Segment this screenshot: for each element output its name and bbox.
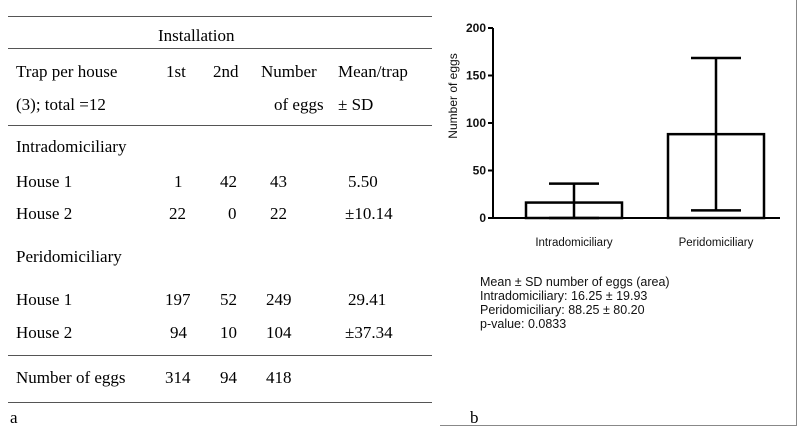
stats-line-title: Mean ± SD number of eggs (area) xyxy=(480,275,670,289)
header-total-traps: (3); total =12 xyxy=(16,95,106,114)
panel-label-a: a xyxy=(10,408,18,427)
table-top-rule xyxy=(8,16,432,17)
stats-line-peri: Peridomiciliary: 88.25 ± 80.20 xyxy=(480,303,645,317)
figure-frame-bottom xyxy=(440,425,797,426)
peri-house2-mean: ±37.34 xyxy=(345,323,393,342)
header-of-eggs: of eggs xyxy=(274,95,324,114)
egg-count-table: Installation Trap per house 1st 2nd Numb… xyxy=(8,0,432,434)
x-category-label: Peridomiciliary xyxy=(679,237,754,249)
total-number: 418 xyxy=(266,368,292,387)
stats-line-intra: Intradomiciliary: 16.25 ± 19.93 xyxy=(480,289,648,303)
y-tick-label: 50 xyxy=(473,164,487,178)
y-tick-label: 200 xyxy=(466,21,486,35)
peri-house2-second: 10 xyxy=(220,323,237,342)
panel-label-b: b xyxy=(470,408,479,427)
y-tick-label: 0 xyxy=(479,211,486,225)
intra-house1-first: 1 xyxy=(174,172,183,191)
total-first: 314 xyxy=(165,368,191,387)
stats-line-pvalue: p-value: 0.0833 xyxy=(480,317,567,331)
header-rule xyxy=(8,125,432,126)
intra-house1-label: House 1 xyxy=(16,172,73,191)
intra-house2-second: 0 xyxy=(228,204,237,223)
table-title: Installation xyxy=(158,26,235,45)
stats-summary: Mean ± SD number of eggs (area) Intradom… xyxy=(480,275,670,331)
intra-house2-label: House 2 xyxy=(16,204,73,223)
x-category-label: Intradomiciliary xyxy=(535,237,613,249)
egg-bar-chart-panel: 0 50 100 150 200 Intradomiciliary Peridomicili… xyxy=(440,0,800,420)
intra-house1-number: 43 xyxy=(270,172,287,191)
y-axis-label: Number of eggs xyxy=(446,53,460,138)
header-sd: ± SD xyxy=(338,95,374,114)
header-first: 1st xyxy=(166,62,186,81)
peri-house2-label: House 2 xyxy=(16,323,73,342)
section-label-intradomiciliary: Intradomiciliary xyxy=(16,137,127,156)
table-bottom-rule xyxy=(8,402,432,403)
total-second: 94 xyxy=(220,368,237,387)
peri-house1-second: 52 xyxy=(220,290,237,309)
peri-house1-mean: 29.41 xyxy=(348,290,387,309)
peri-house1-label: House 1 xyxy=(16,290,73,309)
peri-house2-first: 94 xyxy=(170,323,187,342)
intra-house1-second: 42 xyxy=(220,172,237,191)
peri-house2-number: 104 xyxy=(266,323,292,342)
intra-house2-first: 22 xyxy=(169,204,186,223)
intra-house1-mean: 5.50 xyxy=(348,172,378,191)
totals-rule xyxy=(8,355,432,356)
header-second: 2nd xyxy=(213,62,239,81)
title-underline xyxy=(8,48,432,49)
header-trap-per-house: Trap per house xyxy=(16,62,118,81)
header-number: Number xyxy=(261,62,317,81)
figure-frame-right xyxy=(796,0,797,426)
egg-bar-chart: 0 50 100 150 200 Intradomiciliary Peridomicili… xyxy=(446,21,780,249)
section-label-peridomiciliary: Peridomiciliary xyxy=(16,247,122,266)
peri-house1-first: 197 xyxy=(165,290,191,309)
y-tick-label: 100 xyxy=(466,116,486,130)
intra-house2-mean: ±10.14 xyxy=(345,204,393,223)
intra-house2-number: 22 xyxy=(270,204,287,223)
y-tick-label: 150 xyxy=(466,69,486,83)
header-mean: Mean/trap xyxy=(338,62,408,81)
peri-house1-number: 249 xyxy=(266,290,292,309)
total-label: Number of eggs xyxy=(16,368,126,387)
